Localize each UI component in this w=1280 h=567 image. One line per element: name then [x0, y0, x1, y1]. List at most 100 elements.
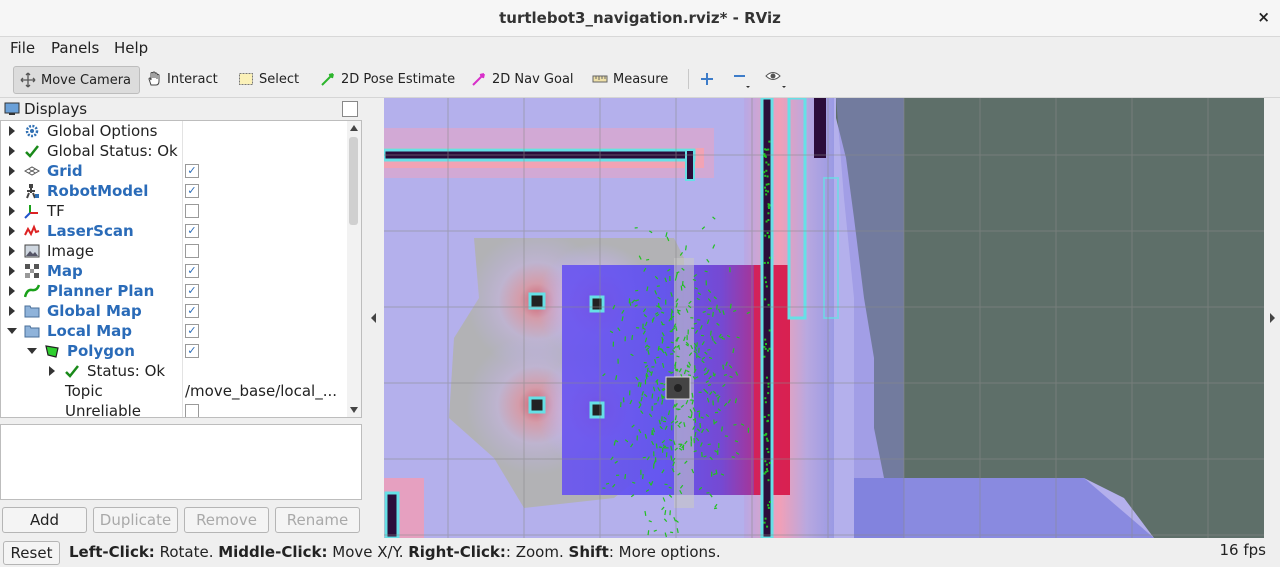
- remove-tool-button[interactable]: [733, 66, 758, 92]
- unreliable-checkbox[interactable]: [185, 404, 199, 417]
- particle: [685, 245, 687, 251]
- particle: [679, 443, 683, 448]
- tree-row-robotmodel[interactable]: RobotModel ✓: [1, 181, 347, 201]
- local-map-checkbox[interactable]: ✓: [185, 324, 199, 338]
- collapse-arrow-icon[interactable]: [7, 328, 17, 334]
- particle: [679, 489, 683, 495]
- particle: [651, 440, 655, 446]
- scroll-thumb[interactable]: [349, 137, 358, 225]
- tree-row-local-map[interactable]: Local Map ✓: [1, 321, 347, 341]
- robotmodel-checkbox[interactable]: ✓: [185, 184, 199, 198]
- tree-row-global-map[interactable]: Global Map ✓: [1, 301, 347, 321]
- window-title: turtlebot3_navigation.rviz* - RViz: [499, 9, 781, 27]
- expand-arrow-icon[interactable]: [9, 226, 15, 236]
- particle: [676, 355, 680, 358]
- interact-button[interactable]: Interact: [146, 66, 218, 92]
- expand-arrow-icon[interactable]: [9, 146, 15, 156]
- rename-button[interactable]: Rename: [275, 507, 360, 533]
- duplicate-button[interactable]: Duplicate: [93, 507, 178, 533]
- scroll-up-icon[interactable]: [350, 125, 358, 131]
- particle: [654, 290, 658, 295]
- tree-row-polygon[interactable]: Polygon ✓: [1, 341, 347, 361]
- expand-arrow-icon[interactable]: [9, 206, 15, 216]
- tree-row-planner-plan[interactable]: Planner Plan ✓: [1, 281, 347, 301]
- grid-checkbox[interactable]: ✓: [185, 164, 199, 178]
- scroll-down-icon[interactable]: [350, 407, 358, 413]
- tree-row-global-options[interactable]: Global Options: [1, 121, 347, 141]
- measure-button[interactable]: Measure: [592, 66, 668, 92]
- particle: [671, 349, 676, 353]
- select-icon: [239, 73, 253, 85]
- reset-button[interactable]: Reset: [3, 541, 60, 565]
- menu-file[interactable]: File: [10, 39, 36, 57]
- particle: [630, 443, 634, 448]
- move-camera-button[interactable]: Move Camera: [13, 66, 141, 94]
- laser-point: [766, 439, 769, 442]
- particle: [631, 335, 634, 341]
- select-button[interactable]: Select: [238, 66, 299, 92]
- particle: [646, 258, 650, 261]
- undock-button[interactable]: [342, 101, 358, 117]
- displays-tree: Global Options Global Status: Ok Grid ✓: [0, 120, 348, 418]
- planner-plan-checkbox[interactable]: ✓: [185, 284, 199, 298]
- render-viewport[interactable]: [384, 98, 1264, 538]
- particle: [642, 308, 647, 313]
- right-splitter[interactable]: [1264, 98, 1280, 538]
- pose-estimate-button[interactable]: 2D Pose Estimate: [320, 66, 455, 92]
- global-map-checkbox[interactable]: ✓: [185, 304, 199, 318]
- particle: [654, 358, 657, 364]
- menu-panels[interactable]: Panels: [51, 39, 100, 57]
- tree-row-polygon-status[interactable]: Status: Ok: [1, 361, 347, 381]
- particle: [692, 418, 697, 421]
- tree-row-image[interactable]: Image: [1, 241, 347, 261]
- tree-scrollbar[interactable]: [347, 120, 362, 418]
- tree-label: Global Status: Ok: [47, 142, 178, 160]
- column-separator: [182, 121, 183, 417]
- close-icon[interactable]: ×: [1257, 8, 1270, 26]
- tree-row-tf[interactable]: TF: [1, 201, 347, 221]
- particle: [614, 439, 619, 443]
- menu-help[interactable]: Help: [114, 39, 149, 57]
- particle: [644, 337, 648, 343]
- particle: [648, 481, 652, 486]
- tree-row-unreliable[interactable]: Unreliable: [1, 401, 347, 417]
- expand-arrow-icon[interactable]: [9, 266, 15, 276]
- image-checkbox[interactable]: [185, 244, 199, 258]
- remove-button[interactable]: Remove: [184, 507, 269, 533]
- map-view: [384, 98, 1264, 538]
- collapse-left-icon[interactable]: [371, 313, 376, 323]
- expand-arrow-icon[interactable]: [9, 166, 15, 176]
- nav-goal-button[interactable]: 2D Nav Goal: [471, 66, 574, 92]
- add-tool-button[interactable]: [700, 66, 719, 92]
- tree-row-global-status[interactable]: Global Status: Ok: [1, 141, 347, 161]
- laser-point: [767, 219, 770, 222]
- expand-arrow-icon[interactable]: [9, 246, 15, 256]
- particle: [664, 351, 668, 356]
- tree-row-laserscan[interactable]: LaserScan ✓: [1, 221, 347, 241]
- tf-checkbox[interactable]: [185, 204, 199, 218]
- collapse-arrow-icon[interactable]: [27, 348, 37, 354]
- particle: [674, 420, 679, 424]
- particle: [692, 407, 696, 412]
- map-checkbox[interactable]: ✓: [185, 264, 199, 278]
- expand-arrow-icon[interactable]: [9, 306, 15, 316]
- tree-label: Image: [47, 242, 94, 260]
- collapse-right-icon[interactable]: [1270, 313, 1275, 323]
- views-button[interactable]: [765, 66, 794, 92]
- check-icon: [25, 145, 39, 158]
- particle: [692, 278, 697, 282]
- laser-point: [765, 193, 768, 196]
- expand-arrow-icon[interactable]: [9, 286, 15, 296]
- add-button[interactable]: Add: [2, 507, 87, 533]
- expand-arrow-icon[interactable]: [9, 126, 15, 136]
- tree-row-topic[interactable]: Topic /move_base/local_...: [1, 381, 347, 401]
- left-splitter[interactable]: [364, 98, 384, 538]
- polygon-checkbox[interactable]: ✓: [185, 344, 199, 358]
- tree-row-map[interactable]: Map ✓: [1, 261, 347, 281]
- expand-arrow-icon[interactable]: [49, 366, 55, 376]
- tree-row-grid[interactable]: Grid ✓: [1, 161, 347, 181]
- particle: [722, 364, 725, 370]
- laserscan-checkbox[interactable]: ✓: [185, 224, 199, 238]
- topic-value[interactable]: /move_base/local_...: [185, 382, 338, 400]
- expand-arrow-icon[interactable]: [9, 186, 15, 196]
